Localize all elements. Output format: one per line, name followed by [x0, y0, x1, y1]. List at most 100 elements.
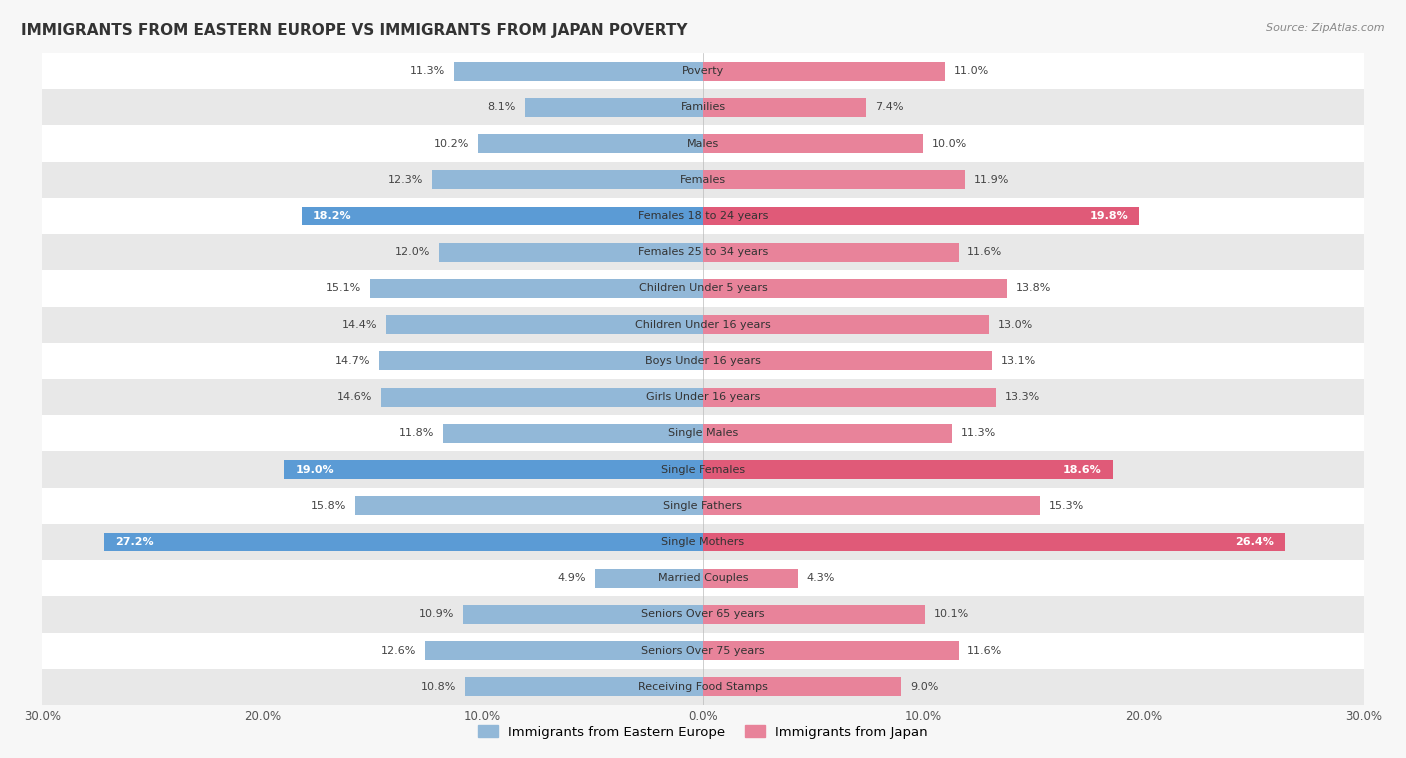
Text: 12.0%: 12.0% [395, 247, 430, 257]
Bar [42, 126, 1364, 161]
Text: 12.3%: 12.3% [388, 175, 423, 185]
Text: 15.1%: 15.1% [326, 283, 361, 293]
Text: 10.9%: 10.9% [419, 609, 454, 619]
Bar [42, 306, 1364, 343]
Bar [42, 53, 1364, 89]
Text: Poverty: Poverty [682, 66, 724, 76]
Bar [703, 568, 797, 587]
Text: Children Under 5 years: Children Under 5 years [638, 283, 768, 293]
Text: 9.0%: 9.0% [910, 682, 938, 692]
Text: Girls Under 16 years: Girls Under 16 years [645, 392, 761, 402]
Text: Single Mothers: Single Mothers [661, 537, 745, 547]
Bar [42, 669, 1364, 705]
Bar [104, 533, 703, 551]
Bar [42, 234, 1364, 271]
Bar [42, 415, 1364, 452]
Legend: Immigrants from Eastern Europe, Immigrants from Japan: Immigrants from Eastern Europe, Immigran… [472, 720, 934, 744]
Bar [42, 343, 1364, 379]
Bar [703, 387, 995, 406]
Bar [42, 452, 1364, 487]
Text: 10.8%: 10.8% [420, 682, 457, 692]
Bar [443, 424, 703, 443]
Bar [465, 678, 703, 697]
Text: 4.3%: 4.3% [807, 573, 835, 583]
Text: 14.6%: 14.6% [337, 392, 373, 402]
Text: 7.4%: 7.4% [875, 102, 903, 112]
Text: 13.0%: 13.0% [998, 320, 1033, 330]
Text: 19.0%: 19.0% [295, 465, 335, 475]
Text: Receiving Food Stamps: Receiving Food Stamps [638, 682, 768, 692]
Text: 18.2%: 18.2% [314, 211, 352, 221]
Text: Single Fathers: Single Fathers [664, 501, 742, 511]
Text: Females 25 to 34 years: Females 25 to 34 years [638, 247, 768, 257]
Text: 10.1%: 10.1% [934, 609, 970, 619]
Bar [42, 632, 1364, 669]
Bar [42, 560, 1364, 597]
Bar [42, 597, 1364, 632]
Text: 11.6%: 11.6% [967, 247, 1002, 257]
Bar [703, 352, 991, 371]
Bar [703, 207, 1139, 225]
Bar [42, 271, 1364, 306]
Bar [703, 533, 1285, 551]
Text: 8.1%: 8.1% [488, 102, 516, 112]
Text: 10.0%: 10.0% [932, 139, 967, 149]
Bar [703, 678, 901, 697]
Bar [42, 524, 1364, 560]
Text: Single Females: Single Females [661, 465, 745, 475]
Bar [703, 496, 1040, 515]
Text: 13.1%: 13.1% [1001, 356, 1036, 366]
Bar [703, 605, 925, 624]
Bar [703, 61, 945, 80]
Bar [42, 487, 1364, 524]
Text: 13.8%: 13.8% [1015, 283, 1052, 293]
Bar [703, 424, 952, 443]
Text: 12.6%: 12.6% [381, 646, 416, 656]
Text: 13.3%: 13.3% [1005, 392, 1040, 402]
Text: 26.4%: 26.4% [1234, 537, 1274, 547]
Text: 15.3%: 15.3% [1049, 501, 1084, 511]
Text: 19.8%: 19.8% [1090, 211, 1128, 221]
Bar [42, 379, 1364, 415]
Bar [380, 352, 703, 371]
Text: Seniors Over 65 years: Seniors Over 65 years [641, 609, 765, 619]
Bar [454, 61, 703, 80]
Bar [354, 496, 703, 515]
Text: Married Couples: Married Couples [658, 573, 748, 583]
Text: 11.6%: 11.6% [967, 646, 1002, 656]
Text: 11.0%: 11.0% [955, 66, 990, 76]
Bar [381, 387, 703, 406]
Text: 14.4%: 14.4% [342, 320, 377, 330]
Text: Families: Families [681, 102, 725, 112]
Bar [595, 568, 703, 587]
Bar [524, 98, 703, 117]
Bar [703, 641, 959, 660]
Bar [302, 207, 703, 225]
Bar [432, 171, 703, 190]
Text: 14.7%: 14.7% [335, 356, 370, 366]
Bar [703, 243, 959, 262]
Text: 11.9%: 11.9% [974, 175, 1010, 185]
Text: 10.2%: 10.2% [434, 139, 470, 149]
Text: Males: Males [688, 139, 718, 149]
Text: Seniors Over 75 years: Seniors Over 75 years [641, 646, 765, 656]
Text: 18.6%: 18.6% [1063, 465, 1102, 475]
Text: 4.9%: 4.9% [558, 573, 586, 583]
Text: Source: ZipAtlas.com: Source: ZipAtlas.com [1267, 23, 1385, 33]
Text: 27.2%: 27.2% [115, 537, 153, 547]
Text: Females 18 to 24 years: Females 18 to 24 years [638, 211, 768, 221]
Text: 11.8%: 11.8% [399, 428, 434, 438]
Text: 15.8%: 15.8% [311, 501, 346, 511]
Bar [42, 198, 1364, 234]
Text: 11.3%: 11.3% [411, 66, 446, 76]
Bar [42, 161, 1364, 198]
Bar [703, 171, 965, 190]
Bar [385, 315, 703, 334]
Text: Single Males: Single Males [668, 428, 738, 438]
Bar [703, 279, 1007, 298]
Text: IMMIGRANTS FROM EASTERN EUROPE VS IMMIGRANTS FROM JAPAN POVERTY: IMMIGRANTS FROM EASTERN EUROPE VS IMMIGR… [21, 23, 688, 38]
Bar [478, 134, 703, 153]
Text: 11.3%: 11.3% [960, 428, 995, 438]
Bar [284, 460, 703, 479]
Bar [703, 315, 990, 334]
